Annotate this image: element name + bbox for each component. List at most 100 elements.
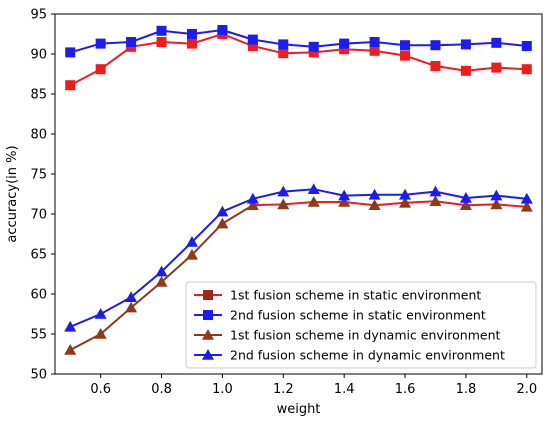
- series-1-point-9: [308, 47, 319, 58]
- series-4-point-7: [246, 192, 259, 204]
- series-1-point-8: [278, 48, 289, 59]
- x-tick-label: 1.6: [395, 382, 416, 397]
- series-2-point-13: [430, 40, 441, 51]
- series-2-point-6: [217, 25, 228, 35]
- series-2-point-14: [460, 39, 471, 50]
- series-4-point-14: [459, 192, 472, 203]
- x-tick-label: 1.0: [212, 382, 233, 397]
- series-2-point-1: [65, 47, 76, 58]
- legend-marker: [203, 290, 213, 300]
- series-layer: [64, 25, 533, 355]
- legend: 1st fusion scheme in static environment 2…: [185, 281, 537, 369]
- x-tick-label: 1.2: [273, 382, 294, 397]
- series-3: [64, 195, 533, 355]
- series-2-point-7: [247, 34, 258, 45]
- series-3-point-5: [185, 248, 198, 260]
- y-tick-label: 50: [30, 368, 47, 383]
- series-3-point-8: [277, 198, 290, 210]
- series-1-line: [69, 32, 527, 87]
- legend-label: 1st fusion scheme in dynamic environment: [230, 328, 501, 343]
- y-axis-title: accuracy(in %): [5, 145, 20, 242]
- series-1-point-11: [369, 45, 380, 56]
- legend-label: 2nd fusion scheme in static environment: [230, 308, 486, 323]
- series-2-point-12: [400, 40, 411, 51]
- axes-layer: 0.6 0.8 1.0 1.2 1.4 1.6 1.8 2.0 50 55 60 65 70 75 80 85…: [5, 8, 543, 417]
- series-4-point-1: [64, 320, 77, 332]
- series-3-point-11: [368, 199, 381, 210]
- series-2-point-2: [95, 38, 106, 49]
- x-tick-label: 2.0: [516, 382, 537, 397]
- x-tick-label: 0.8: [151, 382, 172, 397]
- y-tick-label: 95: [30, 8, 47, 23]
- series-1-point-4: [156, 37, 167, 47]
- legend-item-2: 2nd fusion scheme in static environment: [194, 308, 486, 323]
- series-4-point-13: [429, 185, 442, 197]
- series-2-point-5: [186, 29, 197, 39]
- series-2-point-3: [126, 37, 137, 47]
- series-4-point-11: [368, 188, 381, 200]
- series-4-point-12: [399, 188, 412, 200]
- plot-frame: [54, 13, 543, 375]
- x-tick-label: 1.4: [334, 382, 355, 397]
- series-1-point-12: [400, 50, 411, 61]
- x-tick-label: 1.8: [456, 382, 477, 397]
- y-tick-label: 55: [30, 328, 47, 343]
- series-2-point-16: [521, 41, 532, 51]
- legend-item-4: 2nd fusion scheme in dynamic environment: [194, 348, 505, 363]
- legend-label: 1st fusion scheme in static environment: [230, 288, 481, 303]
- y-tick-label: 65: [30, 248, 47, 263]
- series-3-point-10: [338, 196, 351, 207]
- series-3-point-4: [155, 276, 168, 287]
- series-3-point-9: [307, 196, 320, 207]
- series-1-point-1: [65, 80, 76, 91]
- series-4-point-8: [277, 185, 290, 197]
- series-3-point-14: [459, 199, 472, 210]
- series-1-point-5: [186, 38, 197, 49]
- series-2: [65, 25, 532, 58]
- series-1-point-15: [491, 62, 502, 73]
- x-tick-label: 0.6: [90, 382, 111, 397]
- series-2-point-4: [156, 25, 167, 36]
- series-4-point-4: [155, 265, 168, 277]
- series-4-point-2: [94, 308, 107, 319]
- legend-marker: [202, 329, 214, 340]
- x-axis-title: weight: [277, 402, 321, 417]
- legend-box: [185, 281, 537, 369]
- series-4-point-3: [125, 291, 138, 302]
- y-tick-label: 75: [30, 168, 47, 183]
- series-2-point-15: [491, 37, 502, 48]
- series-3-point-13: [429, 195, 442, 206]
- series-1-point-10: [339, 44, 350, 55]
- series-1-point-13: [430, 61, 441, 71]
- y-tick-label: 70: [30, 208, 47, 223]
- series-4-point-15: [490, 189, 503, 201]
- series-4: [64, 183, 533, 332]
- series-4-point-16: [520, 192, 533, 204]
- series-3-point-12: [399, 196, 412, 208]
- series-3-point-15: [490, 198, 503, 210]
- series-4-point-5: [185, 236, 198, 247]
- legend-item-3: 1st fusion scheme in dynamic environment: [194, 328, 501, 343]
- y-tick-label: 85: [30, 88, 47, 103]
- series-4-point-6: [216, 205, 229, 217]
- series-3-point-2: [94, 328, 107, 339]
- y-tick-label: 90: [30, 48, 47, 63]
- series-4-point-9: [307, 183, 320, 194]
- y-tick-label: 60: [30, 288, 47, 303]
- series-3-line-part-2: [252, 200, 527, 208]
- series-4-point-10: [338, 189, 351, 201]
- legend-item-1: 1st fusion scheme in static environment: [194, 288, 481, 303]
- series-2-point-8: [278, 39, 289, 50]
- series-2-point-9: [308, 41, 319, 52]
- legend-label: 2nd fusion scheme in dynamic environment: [230, 348, 505, 363]
- legend-marker: [202, 349, 214, 360]
- series-3-point-1: [64, 344, 77, 355]
- series-3-point-16: [520, 200, 533, 212]
- series-2-point-10: [339, 38, 350, 49]
- y-tick-label: 80: [30, 128, 47, 143]
- series-1-point-14: [460, 65, 471, 76]
- legend-marker: [203, 310, 213, 320]
- series-1-point-2: [95, 64, 106, 75]
- series-1: [65, 29, 532, 91]
